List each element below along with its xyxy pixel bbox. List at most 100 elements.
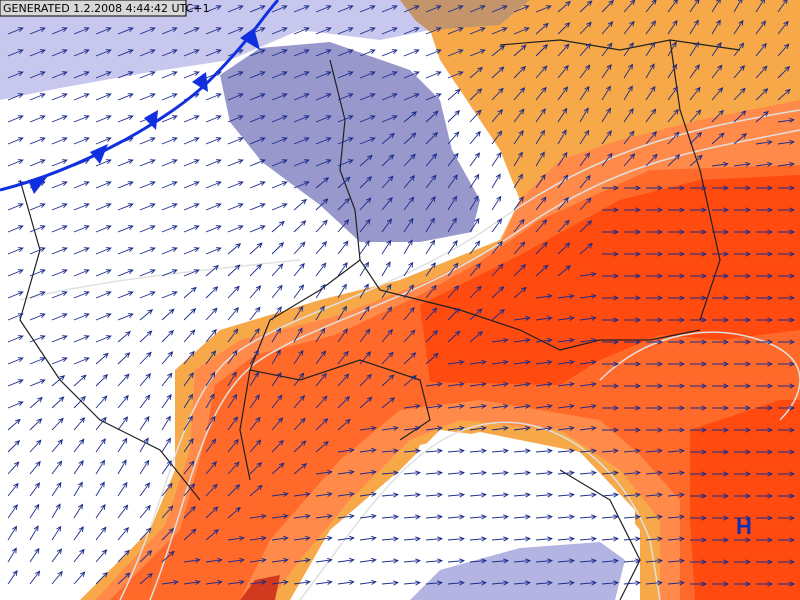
wind-arrow bbox=[337, 447, 355, 453]
wind-arrow bbox=[734, 515, 752, 521]
wind-arrow bbox=[51, 375, 66, 387]
wind-arrow bbox=[315, 350, 327, 365]
wind-arrow bbox=[469, 448, 487, 454]
wind-arrow bbox=[778, 405, 796, 411]
red-region bbox=[690, 400, 800, 600]
wind-arrow bbox=[205, 203, 222, 211]
wind-arrow bbox=[359, 176, 373, 189]
wind-arrow bbox=[624, 339, 642, 345]
wind-arrow bbox=[690, 493, 708, 499]
wind-arrow bbox=[777, 117, 795, 123]
cold-region bbox=[0, 0, 430, 100]
wind-arrow bbox=[293, 579, 311, 585]
wind-arrow bbox=[315, 327, 326, 343]
wind-arrow bbox=[205, 461, 218, 475]
wind-arrow bbox=[315, 5, 332, 13]
wind-arrow bbox=[712, 339, 730, 345]
wind-arrow bbox=[403, 217, 414, 233]
wind-arrow bbox=[337, 373, 350, 387]
wind-arrow bbox=[513, 44, 527, 57]
wind-arrow bbox=[29, 503, 40, 519]
wind-arrow bbox=[51, 269, 68, 277]
wind-arrow bbox=[183, 415, 193, 431]
wind-arrow bbox=[249, 513, 267, 519]
wind-arrow bbox=[513, 448, 531, 454]
wind-arrow bbox=[51, 159, 68, 167]
wind-arrow bbox=[734, 493, 752, 499]
wind-arrow bbox=[381, 218, 393, 233]
wind-arrow bbox=[51, 570, 63, 585]
wind-arrow bbox=[359, 373, 372, 387]
wind-arrow bbox=[403, 239, 413, 255]
wind-arrow bbox=[161, 550, 175, 563]
wind-arrow bbox=[205, 438, 217, 453]
wind-arrow bbox=[117, 203, 134, 211]
wind-arrow bbox=[29, 460, 41, 475]
wind-arrow bbox=[645, 20, 657, 35]
wind-arrow bbox=[183, 329, 196, 343]
wind-arrow bbox=[734, 537, 752, 543]
wind-arrow bbox=[690, 427, 708, 433]
wind-arrow bbox=[425, 195, 436, 211]
wind-arrow bbox=[293, 305, 304, 321]
wind-arrow bbox=[139, 550, 153, 563]
wind-arrow bbox=[601, 0, 614, 13]
wind-arrow bbox=[73, 247, 90, 255]
wind-arrow bbox=[249, 394, 260, 409]
wind-arrow bbox=[645, 63, 655, 79]
wind-arrow bbox=[95, 438, 106, 453]
wind-arrow bbox=[249, 416, 261, 431]
wind-arrow bbox=[579, 381, 597, 387]
wind-arrow bbox=[447, 239, 458, 255]
wind-arrow bbox=[602, 273, 620, 279]
wind-arrow bbox=[624, 383, 642, 389]
wind-arrow bbox=[249, 93, 266, 101]
wind-arrow bbox=[668, 251, 686, 257]
wind-arrow bbox=[381, 71, 398, 79]
wind-arrow bbox=[447, 448, 465, 454]
wind-arrow bbox=[249, 115, 266, 123]
wind-arrow bbox=[491, 5, 508, 13]
wind-arrow bbox=[271, 557, 289, 563]
wind-arrow bbox=[161, 372, 173, 387]
wind-arrow bbox=[95, 416, 107, 431]
wind-arrow bbox=[624, 185, 642, 191]
wind-arrow bbox=[51, 291, 68, 299]
wind-arrow bbox=[271, 5, 288, 13]
wind-arrow bbox=[293, 327, 303, 343]
wind-arrow bbox=[711, 161, 729, 167]
wind-arrow bbox=[381, 580, 399, 586]
isobar bbox=[299, 421, 661, 600]
wind-arrow bbox=[227, 137, 244, 145]
wind-arrow bbox=[139, 373, 152, 387]
wind-arrow bbox=[315, 491, 333, 497]
wind-arrow bbox=[249, 5, 266, 13]
wind-arrow bbox=[183, 308, 197, 321]
wind-arrow bbox=[7, 247, 24, 255]
wind-arrow bbox=[227, 328, 239, 343]
wind-arrow bbox=[734, 229, 752, 235]
wind-arrow bbox=[381, 239, 392, 255]
wind-arrow bbox=[227, 115, 244, 123]
wind-arrow bbox=[579, 152, 591, 167]
border bbox=[249, 359, 431, 441]
wind-arrow bbox=[95, 181, 112, 189]
wind-arrow bbox=[668, 273, 686, 279]
wind-arrow bbox=[205, 93, 222, 101]
wind-arrow bbox=[513, 196, 524, 211]
wind-arrow bbox=[315, 535, 333, 541]
wind-arrow bbox=[668, 405, 686, 411]
wind-arrow bbox=[183, 483, 196, 497]
wind-arrow bbox=[337, 137, 354, 145]
wind-arrow bbox=[73, 571, 86, 585]
wind-arrow bbox=[271, 203, 288, 211]
wind-arrow bbox=[95, 313, 112, 321]
wind-arrow bbox=[645, 536, 663, 542]
wind-arrow bbox=[535, 492, 553, 498]
wind-arrow bbox=[624, 295, 642, 301]
wind-arrow bbox=[139, 482, 151, 497]
wind-arrow bbox=[535, 359, 553, 365]
wind-arrow bbox=[447, 88, 461, 101]
wind-arrow bbox=[734, 383, 752, 389]
